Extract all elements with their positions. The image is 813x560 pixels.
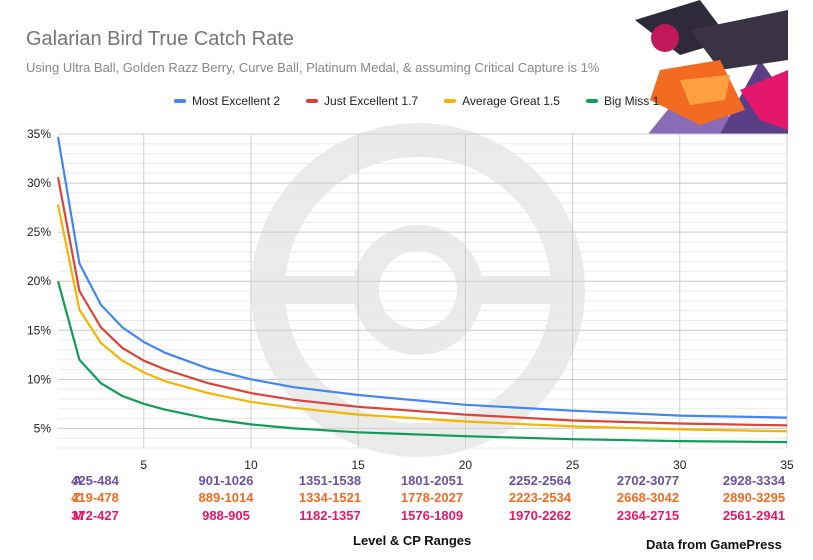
- series-line: [56, 204, 788, 433]
- cp-range-label: 419-478: [71, 490, 119, 505]
- cp-range-label: 2890-3295: [723, 490, 785, 505]
- y-tick-label: 30%: [27, 176, 51, 190]
- y-tick-label: 15%: [27, 323, 51, 337]
- legend-label: Average Great 1.5: [462, 94, 560, 108]
- cp-range-label: 889-1014: [199, 490, 255, 505]
- x-tick-label: 10: [244, 458, 258, 472]
- cp-range-label: 372-427: [71, 508, 119, 523]
- legend-swatch: [585, 99, 598, 103]
- y-tick-label: 10%: [27, 372, 51, 386]
- y-tick-label: 25%: [27, 225, 51, 239]
- galarian-birds-artwork: [632, 0, 788, 134]
- cp-range-label: 2561-2941: [723, 508, 785, 523]
- source-note: Data from GamePress: [646, 537, 782, 552]
- cp-range-label: 1778-2027: [401, 490, 463, 505]
- x-tick-label: 35: [780, 458, 794, 472]
- cp-range-label: 2364-2715: [617, 508, 679, 523]
- chart-title: Galarian Bird True Catch Rate: [26, 28, 294, 50]
- legend-swatch: [444, 99, 457, 103]
- cp-range-label: 2668-3042: [617, 490, 679, 505]
- cp-range-label: 425-484: [71, 473, 119, 488]
- chart-subtitle: Using Ultra Ball, Golden Razz Berry, Cur…: [26, 60, 600, 75]
- x-tick-label: 20: [459, 458, 473, 472]
- x-tick-label: 15: [351, 458, 365, 472]
- series-line: [56, 280, 788, 444]
- series-line: [56, 176, 788, 427]
- x-axis-label: Level & CP Ranges: [353, 533, 472, 548]
- cp-range-label: 1576-1809: [401, 508, 463, 523]
- series-line: [56, 136, 788, 419]
- cp-range-label: 2223-2534: [509, 490, 572, 505]
- cp-range-label: 1182-1357: [299, 508, 360, 523]
- cp-range-label: 2702-3077: [617, 473, 679, 488]
- cp-range-label: 1334-1521: [299, 490, 361, 505]
- y-tick-label: 20%: [27, 274, 51, 288]
- plot-area: 5% 10% 15% 20% 25% 30% 35% 5 10 15 20 25 30 35 A425-48…: [27, 127, 794, 523]
- cp-range-label: 901-1026: [199, 473, 254, 488]
- legend-item: Most Excellent 2: [174, 94, 280, 108]
- legend-item: Average Great 1.5: [444, 94, 560, 108]
- cp-range-label: 2252-2564: [509, 473, 572, 488]
- x-tick-label: 5: [140, 458, 147, 472]
- cp-row-prefix: M: [73, 508, 84, 523]
- cp-range-label: 1801-2051: [401, 473, 463, 488]
- cp-row-prefix: A: [73, 473, 83, 488]
- legend-label: Just Excellent 1.7: [324, 94, 419, 108]
- x-tick-label: 30: [673, 458, 687, 472]
- y-tick-label: 35%: [27, 127, 51, 141]
- legend-item: Big Miss 1: [585, 94, 660, 108]
- legend-swatch: [174, 99, 186, 103]
- cp-range-label: 1970-2262: [509, 508, 571, 523]
- y-tick-label: 5%: [34, 421, 52, 435]
- cp-range-label: 2928-3334: [723, 473, 786, 488]
- legend-swatch: [306, 99, 319, 103]
- cp-range-label: 1351-1538: [299, 473, 361, 488]
- pokeball-watermark: [251, 123, 585, 457]
- legend-label: Most Excellent 2: [192, 94, 281, 108]
- cp-row-prefix: Z: [73, 490, 81, 505]
- cp-range-label: 988-905: [202, 508, 250, 523]
- legend-label: Big Miss 1: [603, 94, 660, 108]
- legend-item: Just Excellent 1.7: [306, 94, 418, 108]
- chart-legend: Most Excellent 2 Just Excellent 1.7 Averag…: [174, 94, 659, 108]
- x-tick-label: 25: [566, 458, 580, 472]
